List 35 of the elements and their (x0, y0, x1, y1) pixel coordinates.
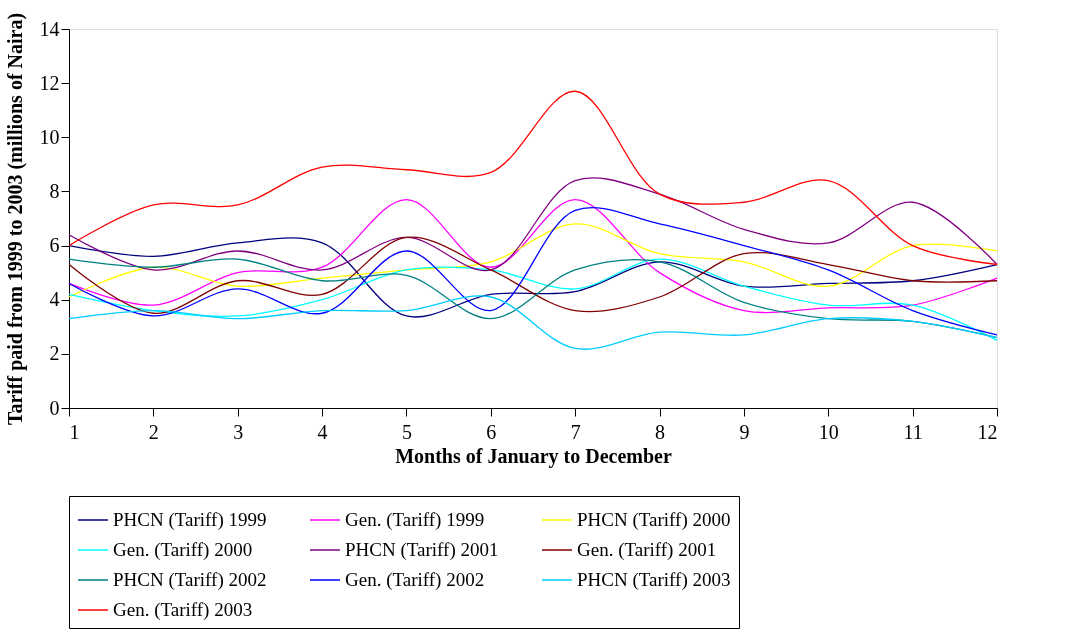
y-axis-title: Tariff paid from 1999 to 2003 (millions of Naira) (3, 12, 27, 426)
legend-label: PHCN (Tariff) 1999 (113, 509, 267, 531)
legend-label: PHCN (Tariff) 2003 (577, 569, 731, 591)
x-tick-label: 3 (233, 420, 244, 443)
legend-label: Gen. (Tariff) 2000 (113, 539, 253, 561)
y-tick-label: 12 (39, 71, 60, 94)
x-tick-label: 11 (903, 420, 923, 443)
line-series (68, 90, 998, 266)
y-tick-label: 0 (49, 396, 60, 419)
y-tick-label: 4 (49, 288, 60, 311)
line-series (68, 295, 998, 350)
y-tick-label: 8 (49, 179, 60, 202)
legend-label: Gen. (Tariff) 2001 (577, 539, 717, 561)
x-tick-label: 2 (148, 420, 159, 443)
legend-label: Gen. (Tariff) 2002 (345, 569, 485, 591)
x-tick-label: 7 (570, 420, 581, 443)
line-series (68, 223, 998, 298)
legend-label: Gen. (Tariff) 2003 (113, 599, 253, 621)
y-tick-label: 6 (49, 234, 60, 257)
x-tick-label: 12 (977, 420, 998, 443)
y-tick-label: 10 (39, 125, 60, 148)
y-tick-label: 2 (49, 342, 60, 365)
x-tick-label: 6 (486, 420, 497, 443)
y-tick-label: 14 (39, 17, 60, 40)
x-tick-label: 1 (69, 420, 80, 443)
legend-label: Gen. (Tariff) 1999 (345, 509, 485, 531)
x-axis-title: Months of January to December (395, 444, 672, 468)
x-tick-label: 9 (739, 420, 750, 443)
legend-label: PHCN (Tariff) 2002 (113, 569, 267, 591)
x-tick-label: 5 (401, 420, 412, 443)
legend-label: PHCN (Tariff) 2001 (345, 539, 499, 561)
x-tick-label: 8 (655, 420, 666, 443)
x-tick-label: 10 (818, 420, 839, 443)
legend-label: PHCN (Tariff) 2000 (577, 509, 731, 531)
x-tick-label: 4 (317, 420, 328, 443)
